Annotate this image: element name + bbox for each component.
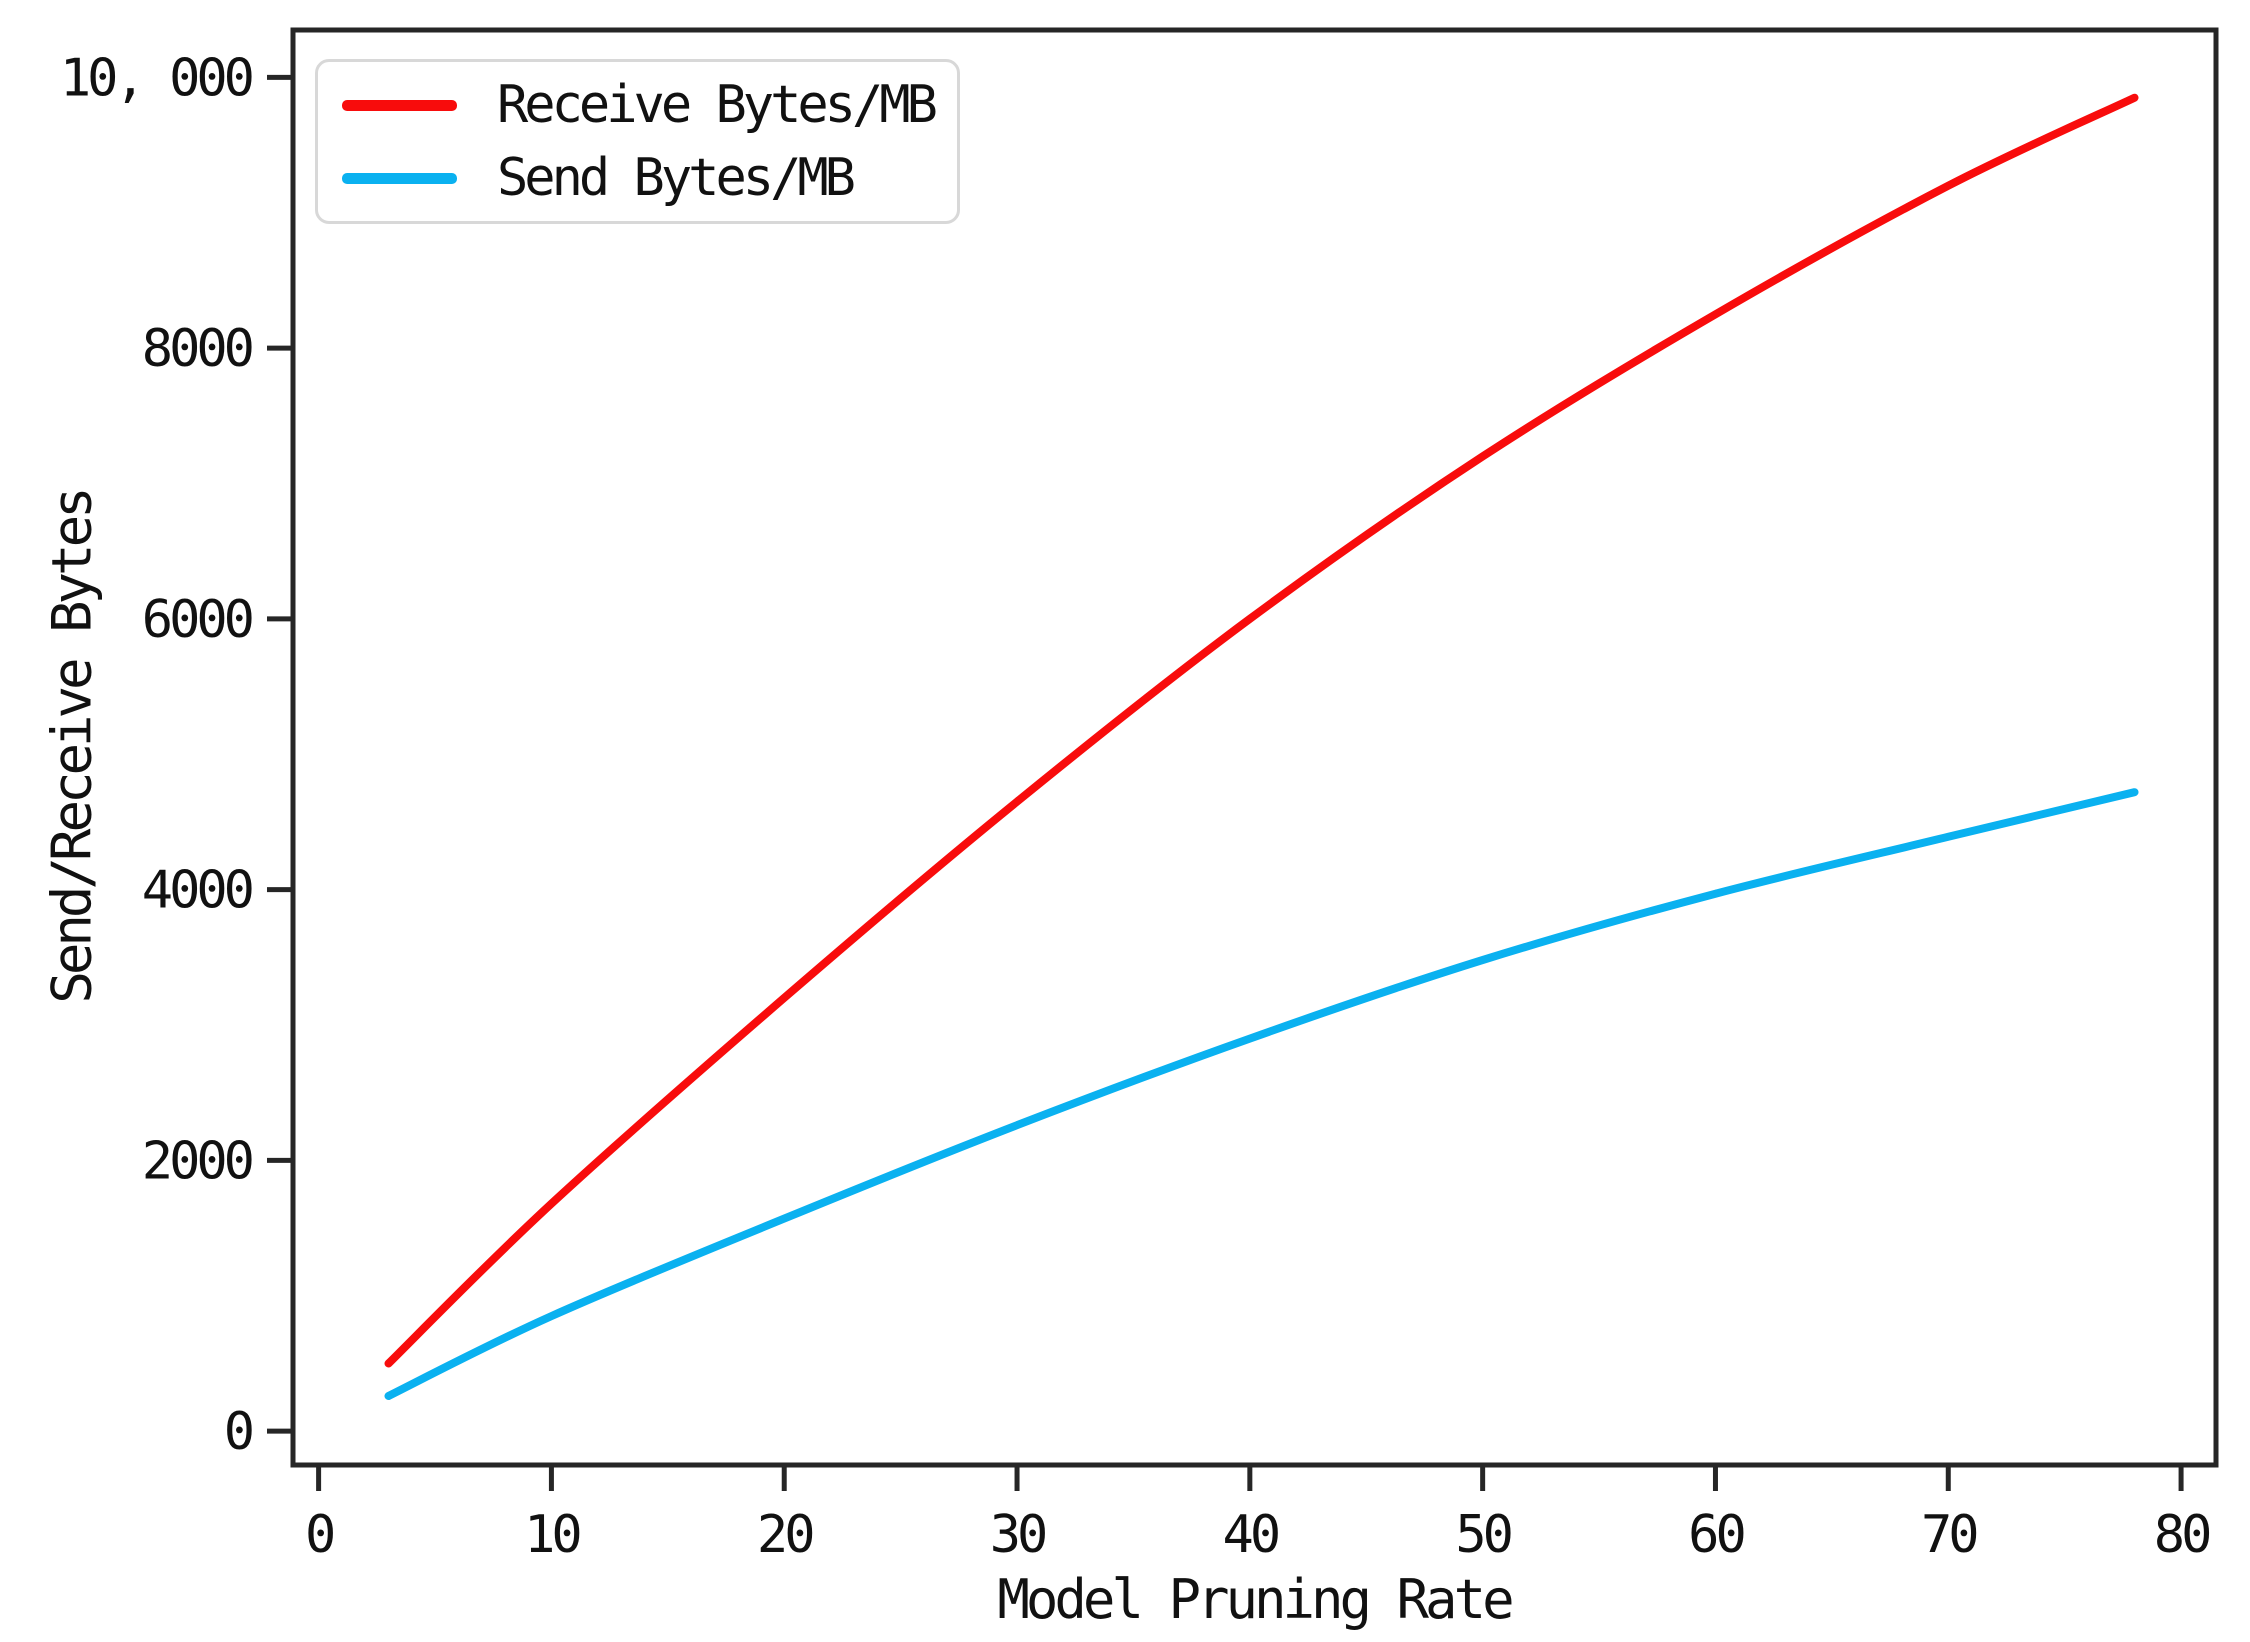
- x-tick-label: 80: [2154, 1505, 2209, 1565]
- legend-item-send: Send Bytes/MB: [342, 148, 957, 208]
- x-tick-label: 60: [1688, 1505, 1743, 1565]
- plot-border: [290, 27, 2219, 1468]
- x-tick-label: 30: [990, 1505, 1045, 1565]
- legend-label-send: Send Bytes/MB: [497, 148, 856, 208]
- y-tick-label: 2000: [142, 1131, 252, 1191]
- send-line-swatch: [342, 172, 457, 184]
- legend-label-receive: Receive Bytes/MB: [497, 75, 938, 135]
- y-tick-label: 8000: [142, 319, 252, 379]
- x-tick-label: 40: [1223, 1505, 1278, 1565]
- legend: Receive Bytes/MB Send Bytes/MB: [315, 59, 960, 224]
- series-line-send: [384, 788, 2139, 1400]
- x-axis-title: Model Pruning Rate: [997, 1568, 1514, 1631]
- y-tick-label: 10, 000: [60, 48, 252, 108]
- series-line-receive: [384, 93, 2139, 1368]
- x-tick-label: 70: [1921, 1505, 1976, 1565]
- y-tick-label: 6000: [142, 590, 252, 650]
- y-tick-label: 4000: [142, 861, 252, 921]
- x-tick-label: 10: [524, 1505, 579, 1565]
- y-axis-title: Send/Receive Bytes: [40, 490, 104, 1004]
- legend-item-receive: Receive Bytes/MB: [342, 75, 957, 135]
- y-tick-label: 0: [224, 1402, 252, 1462]
- x-tick-label: 20: [757, 1505, 812, 1565]
- x-tick-label: 0: [305, 1505, 333, 1565]
- receive-line-swatch: [342, 99, 457, 111]
- x-tick-label: 50: [1455, 1505, 1510, 1565]
